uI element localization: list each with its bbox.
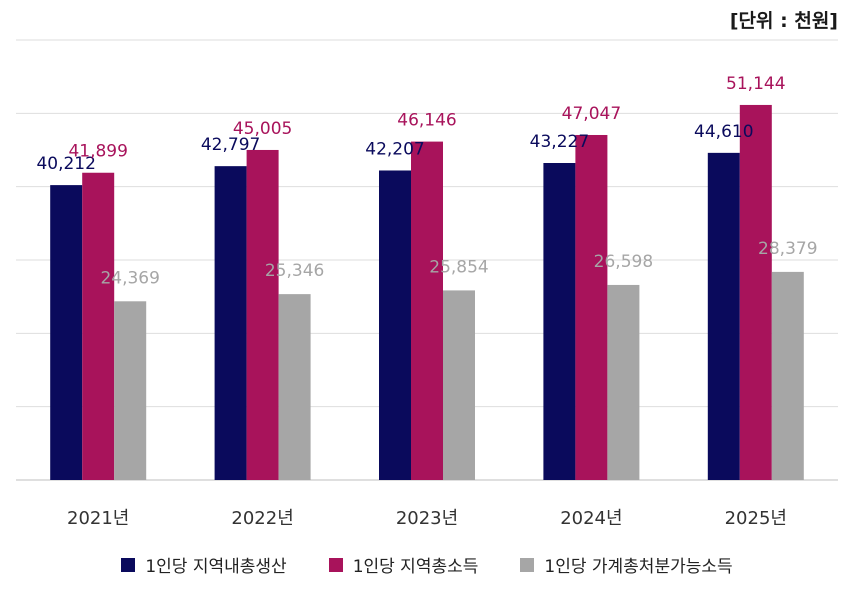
data-label: 43,227 xyxy=(530,132,589,152)
data-label: 26,598 xyxy=(594,252,653,272)
data-label: 25,346 xyxy=(265,261,324,281)
legend-item-grdp: 1인당 지역내총생산 xyxy=(121,552,287,577)
x-tick-label: 2023년 xyxy=(396,508,458,529)
bar xyxy=(50,185,83,480)
x-tick-label: 2021년 xyxy=(67,508,129,529)
data-label: 41,899 xyxy=(68,142,127,162)
legend-label-disposable: 1인당 가계총처분가능소득 xyxy=(544,557,733,577)
bar xyxy=(771,271,804,480)
bar xyxy=(278,294,311,480)
bar xyxy=(739,104,772,480)
legend-label-grdp: 1인당 지역내총생산 xyxy=(145,557,287,577)
bar xyxy=(543,163,576,480)
x-tick-label: 2022년 xyxy=(231,508,293,529)
data-label: 25,854 xyxy=(429,257,488,277)
bar xyxy=(214,166,247,480)
data-label: 45,005 xyxy=(233,119,292,139)
data-label: 44,610 xyxy=(694,122,753,142)
data-label: 40,212 xyxy=(36,154,95,174)
legend-item-disposable: 1인당 가계총처분가능소득 xyxy=(520,552,733,577)
unit-label: [단위 : 천원] xyxy=(729,10,838,32)
legend: 1인당 지역내총생산 1인당 지역총소득 1인당 가계총처분가능소득 xyxy=(0,552,854,577)
legend-swatch-disposable xyxy=(520,557,535,572)
bar xyxy=(443,290,475,480)
bar xyxy=(607,284,640,480)
data-label: 47,047 xyxy=(562,104,621,124)
x-tick-label: 2025년 xyxy=(725,508,787,529)
data-label: 28,379 xyxy=(758,239,817,259)
bar xyxy=(411,141,443,480)
bar xyxy=(575,134,608,481)
bar xyxy=(379,170,411,480)
data-label: 24,369 xyxy=(100,268,159,288)
bar xyxy=(707,152,740,481)
bar xyxy=(246,149,279,481)
legend-swatch-grdp xyxy=(121,557,136,572)
bar xyxy=(114,301,147,480)
data-label: 51,144 xyxy=(726,74,785,94)
legend-label-gri: 1인당 지역총소득 xyxy=(352,557,479,577)
legend-item-gri: 1인당 지역총소득 xyxy=(328,552,479,577)
data-label: 42,207 xyxy=(365,139,424,159)
bar xyxy=(82,172,115,480)
legend-swatch-gri xyxy=(328,557,343,572)
data-label: 46,146 xyxy=(397,111,456,131)
x-tick-label: 2024년 xyxy=(560,508,622,529)
data-label: 42,797 xyxy=(201,135,260,155)
